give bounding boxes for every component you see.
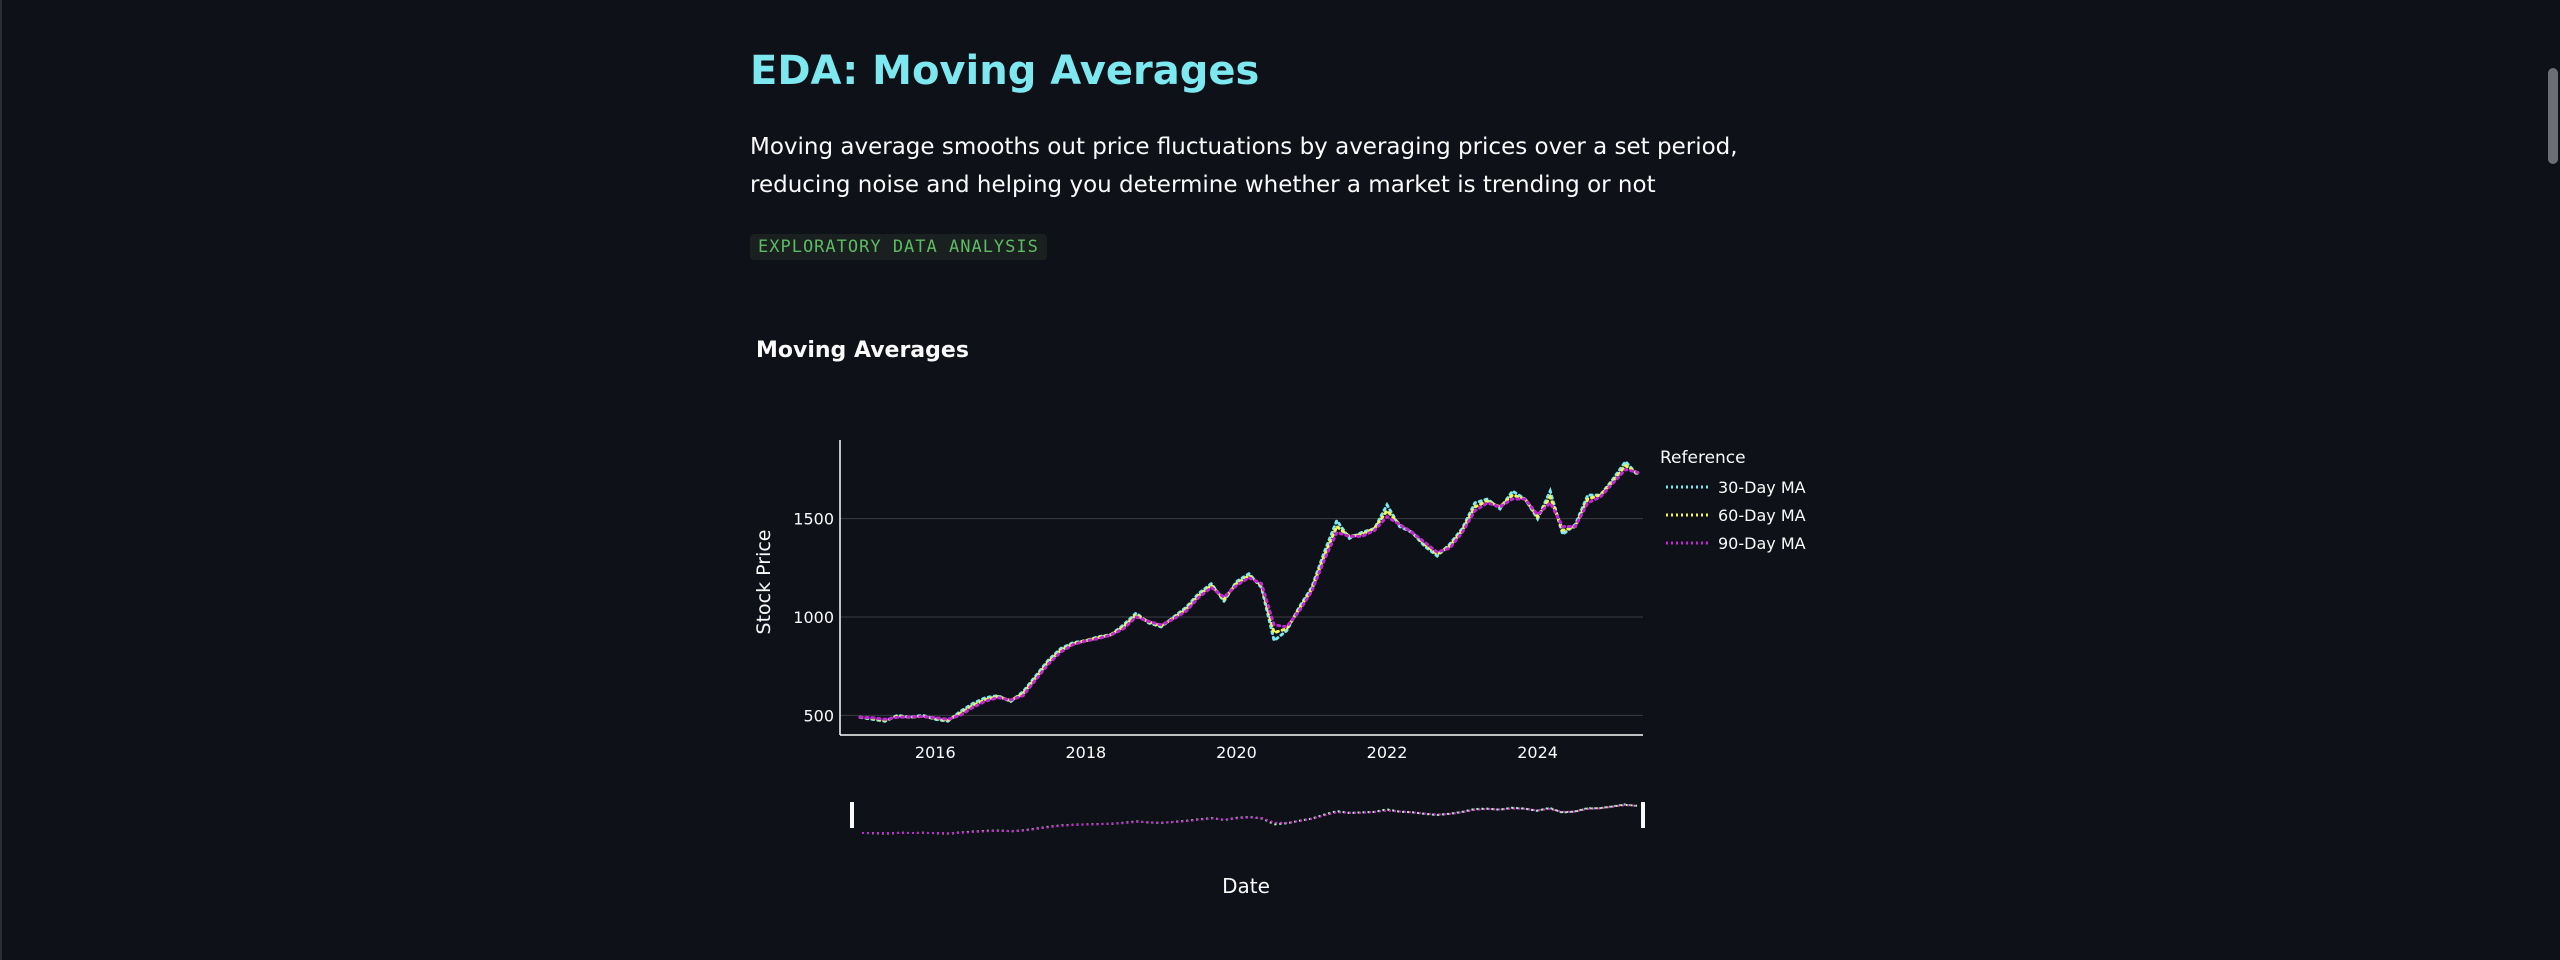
y-tick-labels: 500 1000 1500 <box>793 510 834 726</box>
chart-series <box>858 459 1640 723</box>
series-line-3 <box>858 467 1640 721</box>
mini-series-line-2 <box>861 803 1638 835</box>
x-tick-label: 2024 <box>1517 743 1558 762</box>
legend-item-3[interactable]: 90-Day MA <box>1718 534 1806 553</box>
range-slider-handle-left[interactable] <box>850 802 854 828</box>
x-tick-label: 2018 <box>1066 743 1107 762</box>
page-title: EDA: Moving Averages <box>750 48 1260 94</box>
y-tick-label: 1000 <box>793 608 834 627</box>
y-axis-label: Stock Price <box>753 530 775 635</box>
x-tick-label: 2016 <box>915 743 956 762</box>
legend-title: Reference <box>1660 448 1746 468</box>
y-tick-label: 500 <box>803 706 834 725</box>
y-tick-label: 1500 <box>793 510 834 529</box>
x-tick-labels: 2016 2018 2020 2022 2024 <box>915 743 1558 762</box>
range-slider-preview <box>861 803 1638 835</box>
mini-series-line-1 <box>861 803 1638 835</box>
series-line-1 <box>858 459 1640 723</box>
range-slider-handle-right[interactable] <box>1641 802 1645 828</box>
chart-title: Moving Averages <box>756 338 969 363</box>
section-badge: EXPLORATORY DATA ANALYSIS <box>750 234 1047 260</box>
scrollbar-thumb[interactable] <box>2548 68 2558 164</box>
mini-series-line-3 <box>861 804 1638 835</box>
legend-item-2[interactable]: 60-Day MA <box>1718 506 1806 525</box>
legend[interactable]: Reference 30-Day MA 60-Day MA 90-Day MA <box>1660 448 1806 553</box>
page-scrollbar[interactable] <box>2542 0 2560 960</box>
range-slider[interactable] <box>850 802 1645 835</box>
moving-averages-chart[interactable]: Moving Averages 500 1000 1500 2016 2018 2020… <box>750 330 1830 920</box>
series-line-2 <box>858 463 1640 722</box>
x-tick-label: 2020 <box>1216 743 1257 762</box>
x-axis-label: Date <box>1222 874 1270 898</box>
chart-gridlines <box>840 518 1643 716</box>
page-description: Moving average smooths out price fluctua… <box>750 134 1738 198</box>
chart-svg[interactable]: Moving Averages 500 1000 1500 2016 2018 2020… <box>750 330 1830 920</box>
x-tick-label: 2022 <box>1367 743 1408 762</box>
legend-item-1[interactable]: 30-Day MA <box>1718 478 1806 497</box>
